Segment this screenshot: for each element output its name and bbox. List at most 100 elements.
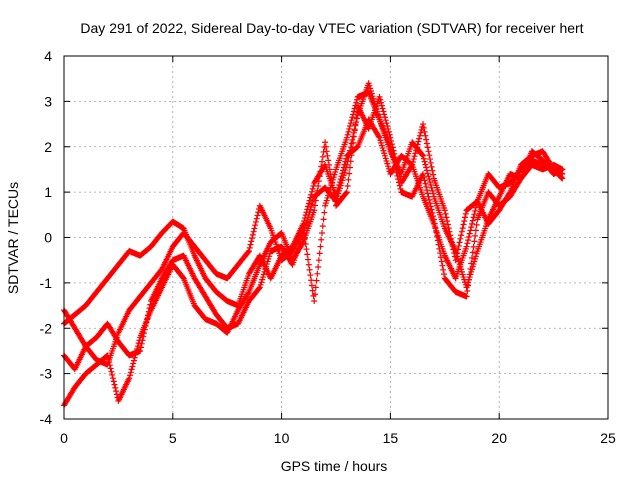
data-point: [127, 372, 134, 379]
data-point: [470, 243, 477, 250]
data-point: [311, 207, 318, 214]
data-point: [394, 172, 401, 179]
data-point: [110, 378, 117, 385]
data-point: [348, 140, 355, 147]
data-point: [468, 260, 475, 267]
data-point: [420, 124, 427, 131]
data-point: [472, 207, 479, 214]
data-point: [138, 340, 145, 347]
data-point: [343, 161, 350, 168]
data-point: [305, 200, 312, 207]
data-point: [343, 134, 350, 141]
data-point: [353, 119, 360, 126]
data-point: [465, 237, 472, 244]
data-point: [320, 148, 327, 155]
data-point: [423, 136, 430, 143]
data-point: [308, 191, 315, 198]
data-point: [410, 156, 417, 163]
data-point: [323, 148, 330, 155]
data-point: [422, 132, 429, 139]
data-point: [318, 236, 325, 243]
data-point: [305, 203, 312, 210]
data-point: [315, 178, 322, 185]
data-point: [319, 229, 326, 236]
data-point: [329, 184, 336, 191]
y-tick-label: 1: [44, 184, 52, 200]
data-point: [465, 282, 472, 289]
data-point: [425, 173, 432, 180]
data-point: [314, 270, 321, 277]
x-tick-label: 15: [383, 430, 399, 446]
data-point: [461, 217, 468, 224]
data-point: [304, 251, 311, 258]
data-point: [353, 96, 360, 103]
data-point: [324, 152, 331, 159]
data-point: [126, 375, 133, 382]
data-point: [427, 179, 434, 186]
data-point: [303, 246, 310, 253]
data-point: [353, 115, 360, 122]
data-point: [459, 225, 466, 232]
x-tick-label: 10: [274, 430, 290, 446]
data-point: [456, 239, 463, 246]
data-point: [421, 128, 428, 135]
data-point: [307, 272, 314, 279]
data-point: [466, 230, 473, 237]
data-point: [316, 250, 323, 257]
data-point: [144, 312, 151, 319]
data-point: [469, 220, 475, 227]
data-point: [426, 152, 433, 159]
data-point: [449, 242, 456, 249]
data-point: [431, 220, 438, 227]
series-track-3: [61, 93, 566, 409]
data-point: [139, 337, 146, 344]
data-point: [466, 271, 473, 278]
data-point: [130, 357, 137, 364]
data-point: [319, 153, 326, 160]
data-point: [106, 362, 113, 369]
axis-layer: 0 5 10 15 20 25 -4 -3 -2 -1 0 1 2 3 4: [40, 48, 616, 446]
x-tick-label: 20: [491, 430, 507, 446]
data-point: [349, 114, 356, 121]
data-point: [452, 257, 459, 264]
data-point: [249, 235, 256, 242]
data-point: [388, 146, 395, 153]
data-point: [421, 158, 428, 165]
data-point: [443, 214, 450, 221]
data-point: [319, 158, 326, 165]
data-point: [344, 158, 351, 165]
data-layer: [61, 80, 566, 409]
data-point: [245, 249, 252, 256]
data-point: [424, 170, 431, 177]
data-point: [419, 151, 426, 158]
data-point: [463, 293, 470, 300]
data-point: [422, 180, 429, 187]
data-point: [142, 322, 149, 329]
y-tick-label: 3: [44, 93, 52, 109]
data-point: [113, 388, 120, 395]
data-point: [448, 235, 455, 242]
data-point: [350, 133, 357, 140]
data-point: [465, 233, 472, 240]
data-point: [444, 221, 451, 228]
data-point: [345, 176, 352, 183]
data-point: [326, 166, 333, 173]
data-point: [141, 326, 148, 333]
y-tick-label: 4: [44, 48, 52, 64]
data-point: [428, 163, 435, 170]
data-point: [104, 352, 111, 359]
data-point: [473, 221, 480, 228]
data-point: [350, 108, 357, 115]
data-point: [460, 221, 467, 228]
data-point: [417, 129, 424, 136]
data-point: [381, 111, 388, 118]
data-point: [440, 266, 447, 273]
data-point: [426, 196, 433, 203]
data-point: [376, 93, 383, 100]
data-point: [141, 330, 148, 337]
data-point: [353, 99, 360, 106]
data-point: [446, 228, 453, 235]
x-tick-label: 5: [169, 430, 177, 446]
data-point: [305, 261, 312, 268]
data-point: [413, 147, 420, 154]
